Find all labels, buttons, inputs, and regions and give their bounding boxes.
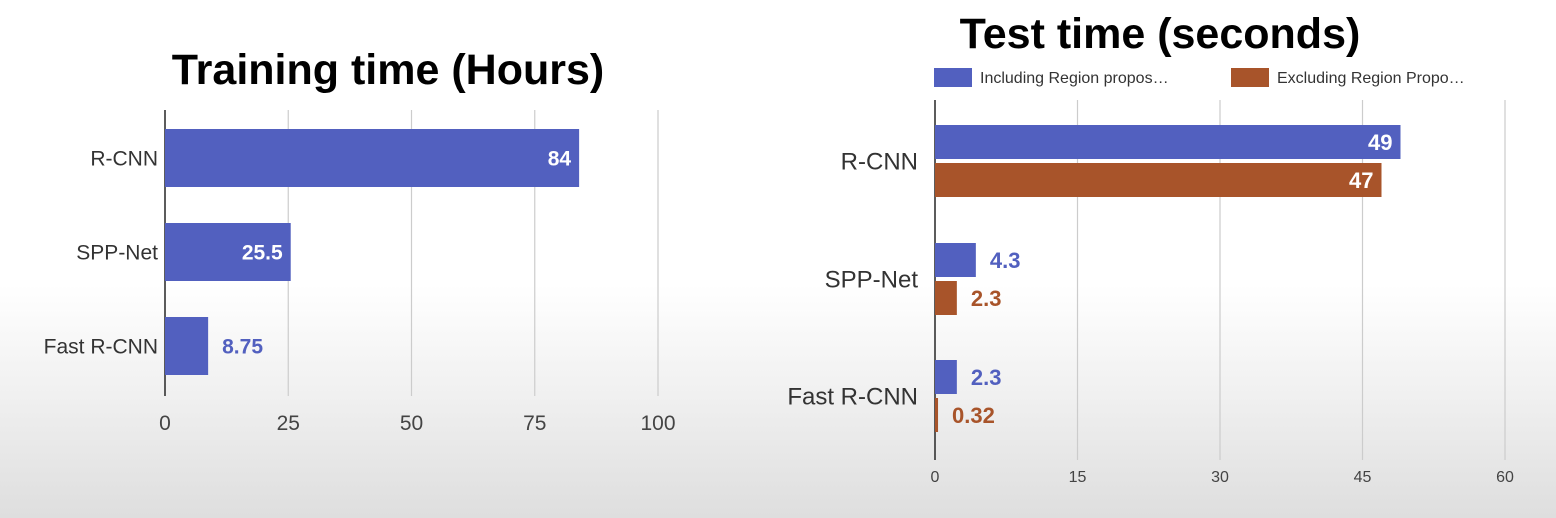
bar	[165, 223, 291, 281]
category-label: Fast R-CNN	[787, 384, 918, 411]
legend-label: Including Region propos…	[980, 70, 1169, 87]
bar	[935, 163, 1382, 197]
tick-label: 30	[1211, 469, 1229, 486]
tick-label: 15	[1069, 469, 1087, 486]
legend: Including Region propos… Excluding Regio…	[934, 68, 1465, 87]
legend-swatch	[1231, 68, 1269, 87]
tick-label: 75	[523, 412, 546, 435]
category-label: SPP-Net	[825, 267, 919, 294]
category-label: R-CNN	[90, 148, 158, 171]
legend-swatch	[934, 68, 972, 87]
data-label: 4.3	[990, 248, 1021, 273]
chart-title: Test time (seconds)	[960, 10, 1361, 58]
data-label: 2.3	[971, 365, 1002, 390]
tick-label: 0	[931, 469, 940, 486]
tick-label: 60	[1496, 469, 1514, 486]
bar	[935, 243, 976, 277]
data-label: 25.5	[242, 242, 283, 265]
legend-label: Excluding Region Propo…	[1277, 70, 1465, 87]
tick-label: 100	[640, 412, 675, 435]
bar	[935, 281, 957, 315]
data-label: 84	[548, 148, 572, 171]
bar	[935, 360, 957, 394]
tick-label: 45	[1354, 469, 1372, 486]
tick-label: 25	[277, 412, 300, 435]
category-label: R-CNN	[841, 149, 918, 176]
training-time-chart: Training time (Hours) 84 25.5 8.75 R-CNN SP…	[44, 46, 676, 435]
bar	[165, 317, 209, 375]
tick-label: 50	[400, 412, 423, 435]
data-label: 8.75	[222, 336, 263, 359]
category-label: SPP-Net	[76, 242, 158, 265]
bar	[935, 398, 939, 432]
chart-title: Training time (Hours)	[172, 46, 604, 94]
bar	[165, 129, 580, 187]
tick-label: 0	[159, 412, 171, 435]
data-label: 49	[1368, 130, 1392, 155]
data-label: 0.32	[952, 403, 995, 428]
data-label: 47	[1349, 168, 1373, 193]
data-label: 2.3	[971, 286, 1002, 311]
category-label: Fast R-CNN	[44, 336, 158, 359]
test-time-chart: Test time (seconds) Including Region pro…	[787, 10, 1514, 486]
bar	[935, 125, 1401, 159]
